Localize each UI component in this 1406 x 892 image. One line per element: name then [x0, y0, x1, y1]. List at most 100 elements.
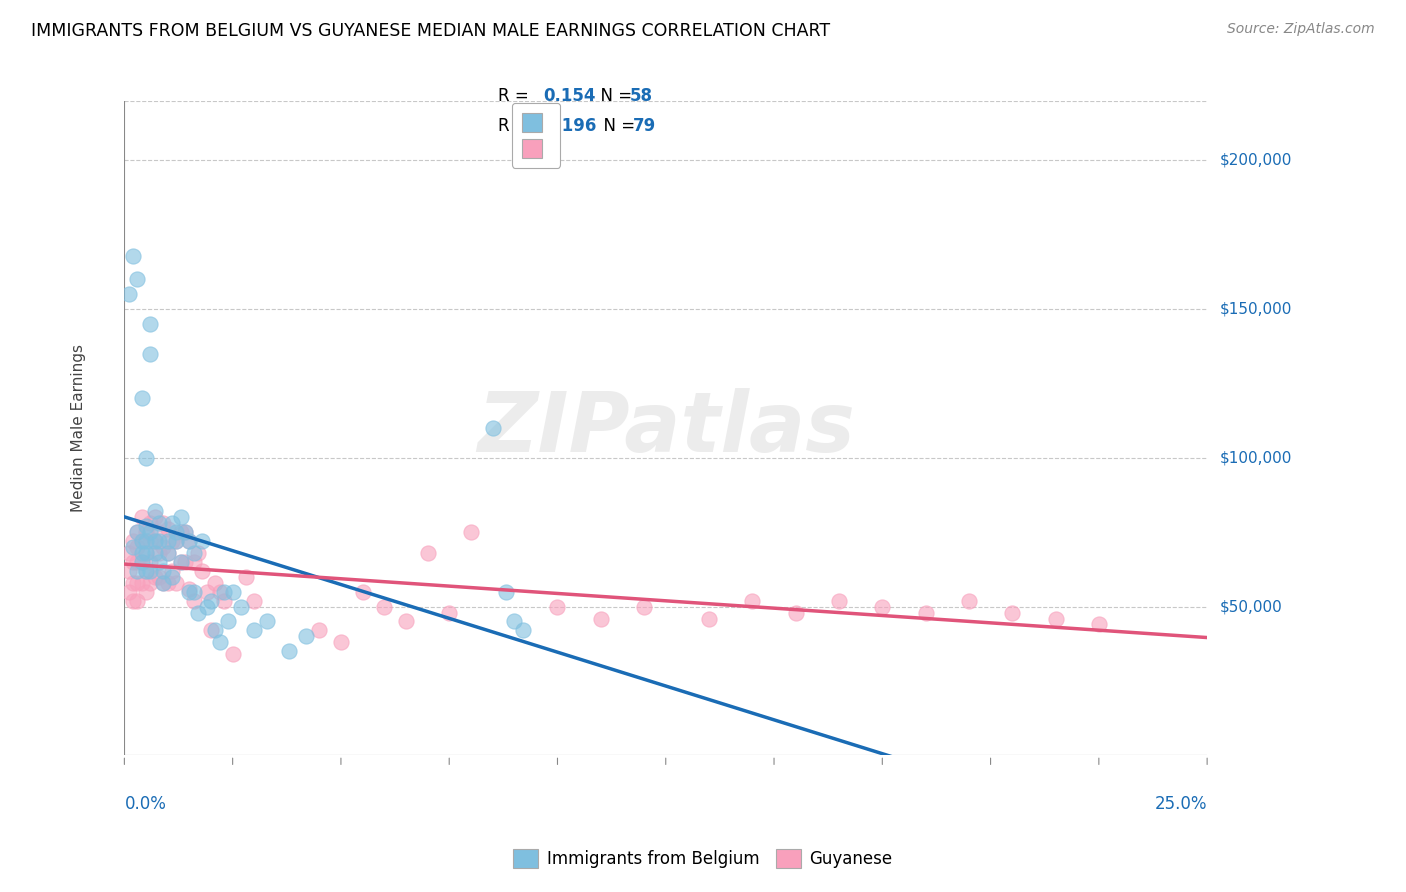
- Text: $200,000: $200,000: [1220, 153, 1292, 168]
- Point: [589, 611, 612, 625]
- Point: [135, 519, 157, 533]
- Point: [156, 546, 179, 560]
- Point: [135, 525, 157, 540]
- Point: [1088, 617, 1111, 632]
- Text: $150,000: $150,000: [1220, 301, 1292, 317]
- Point: [235, 570, 257, 584]
- Point: [122, 593, 145, 607]
- Point: [118, 564, 141, 578]
- Point: [243, 593, 266, 607]
- Point: [183, 546, 205, 560]
- Point: [495, 584, 517, 599]
- Point: [148, 525, 170, 540]
- Point: [139, 317, 162, 331]
- Point: [195, 584, 218, 599]
- Point: [135, 450, 157, 465]
- Text: $100,000: $100,000: [1220, 450, 1292, 466]
- Point: [352, 584, 374, 599]
- Point: [135, 564, 157, 578]
- Point: [179, 582, 201, 596]
- Point: [131, 392, 153, 406]
- Point: [200, 624, 222, 638]
- Point: [546, 599, 568, 614]
- Point: [143, 510, 166, 524]
- Point: [143, 534, 166, 549]
- Point: [156, 575, 179, 590]
- Point: [179, 584, 201, 599]
- Point: [212, 584, 235, 599]
- Point: [1001, 606, 1024, 620]
- Point: [143, 546, 166, 560]
- Point: [156, 522, 179, 536]
- Point: [148, 516, 170, 531]
- Point: [131, 575, 153, 590]
- Point: [329, 635, 352, 649]
- Point: [127, 564, 149, 578]
- Point: [156, 546, 179, 560]
- Point: [512, 624, 534, 638]
- Point: [373, 599, 395, 614]
- Point: [208, 584, 231, 599]
- Point: [174, 525, 197, 540]
- Point: [187, 546, 209, 560]
- Point: [135, 534, 157, 549]
- Point: [127, 272, 149, 286]
- Text: $50,000: $50,000: [1220, 599, 1282, 614]
- Point: [139, 347, 162, 361]
- Point: [174, 525, 197, 540]
- Text: 0.0%: 0.0%: [124, 795, 166, 813]
- Point: [170, 555, 193, 569]
- Point: [131, 555, 153, 569]
- Point: [135, 546, 157, 560]
- Legend: Immigrants from Belgium, Guyanese: Immigrants from Belgium, Guyanese: [506, 843, 900, 875]
- Point: [481, 421, 503, 435]
- Point: [179, 534, 201, 549]
- Point: [135, 564, 157, 578]
- Point: [208, 635, 231, 649]
- Point: [139, 564, 162, 578]
- Point: [127, 593, 149, 607]
- Point: [152, 575, 174, 590]
- Point: [139, 516, 162, 531]
- Point: [118, 287, 141, 301]
- Text: IMMIGRANTS FROM BELGIUM VS GUYANESE MEDIAN MALE EARNINGS CORRELATION CHART: IMMIGRANTS FROM BELGIUM VS GUYANESE MEDI…: [31, 22, 830, 40]
- Point: [135, 546, 157, 560]
- Point: [127, 555, 149, 569]
- Point: [143, 504, 166, 518]
- Text: -0.196: -0.196: [537, 117, 596, 135]
- Point: [191, 534, 214, 549]
- Point: [148, 570, 170, 584]
- Point: [165, 534, 187, 549]
- Point: [183, 555, 205, 569]
- Point: [122, 248, 145, 262]
- Point: [118, 546, 141, 560]
- Text: 0.154: 0.154: [543, 87, 596, 104]
- Point: [179, 534, 201, 549]
- Point: [165, 575, 187, 590]
- Point: [174, 555, 197, 569]
- Point: [122, 575, 145, 590]
- Point: [256, 615, 278, 629]
- Point: [308, 624, 330, 638]
- Point: [204, 575, 226, 590]
- Point: [148, 546, 170, 560]
- Point: [131, 534, 153, 549]
- Point: [187, 606, 209, 620]
- Point: [503, 615, 526, 629]
- Point: [914, 606, 936, 620]
- Point: [243, 624, 266, 638]
- Point: [212, 593, 235, 607]
- Point: [131, 555, 153, 569]
- Point: [127, 525, 149, 540]
- Point: [127, 525, 149, 540]
- Point: [295, 629, 318, 643]
- Point: [139, 525, 162, 540]
- Point: [127, 575, 149, 590]
- Point: [152, 564, 174, 578]
- Text: N =: N =: [591, 87, 637, 104]
- Point: [122, 534, 145, 549]
- Point: [131, 510, 153, 524]
- Point: [131, 534, 153, 549]
- Point: [395, 615, 418, 629]
- Point: [170, 555, 193, 569]
